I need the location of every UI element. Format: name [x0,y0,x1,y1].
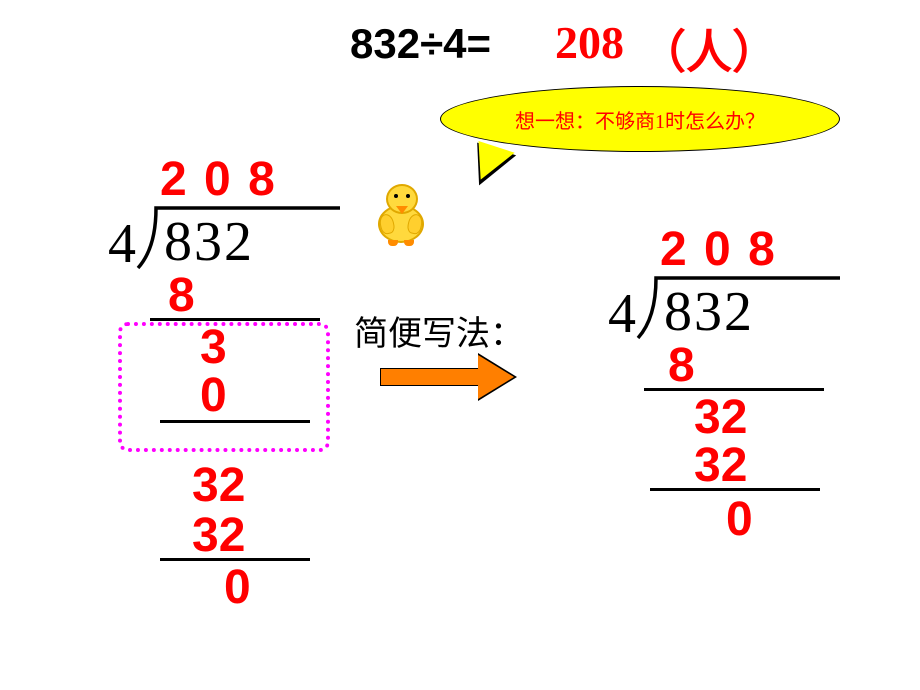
left-step-0: 8 [168,268,195,323]
right-divisor: 4 [608,282,636,346]
left-step-5: 0 [224,560,251,615]
arrow-shaft [380,368,480,386]
left-line-0 [150,318,320,321]
right-dividend: 832 [664,280,754,344]
equation-lhs: 832÷4= [350,20,491,68]
left-step-2: 0 [200,368,227,423]
left-step-1: 3 [200,320,227,375]
label-simplified: 简便写法： [354,306,524,355]
left-step-4: 32 [192,508,245,563]
right-step-2: 32 [694,438,747,493]
speech-bubble: 想一想：不够商1时怎么办？ [440,86,840,152]
right-step-1: 32 [694,390,747,445]
arrow-head [478,355,514,399]
left-step-3: 32 [192,458,245,513]
right-line-1 [650,488,820,491]
left-dividend: 832 [164,210,254,274]
left-line-1 [160,420,310,423]
right-quotient: 2 0 8 [660,222,777,277]
left-divisor: 4 [108,212,136,276]
right-step-3: 0 [726,492,753,547]
equation-unit: （人） [640,16,778,82]
left-quotient: 2 0 8 [160,152,277,207]
equation-result: 208 [555,16,624,69]
bubble-text: 想一想：不够商1时怎么办？ [515,105,765,134]
right-step-0: 8 [668,338,695,393]
